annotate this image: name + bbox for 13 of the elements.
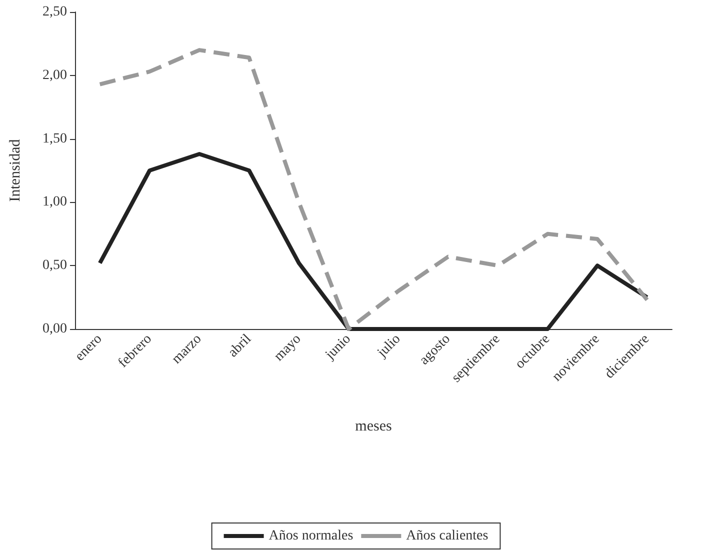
y-tick-label: 1,00	[42, 194, 67, 210]
x-axis-title: meses	[355, 418, 392, 434]
y-tick-label: 0,50	[42, 258, 67, 274]
line-series	[98, 48, 650, 331]
y-tick-label: 2,50	[42, 4, 67, 20]
y-tick-label: 0,00	[42, 322, 67, 336]
y-tick-label: 1,50	[42, 131, 67, 146]
y-tick-label: 2,00	[42, 68, 67, 83]
legend-label: Años normales	[268, 528, 354, 544]
line-series	[98, 152, 650, 331]
legend-label: Años calientes	[406, 528, 488, 544]
x-tick-label: abril	[226, 332, 254, 360]
y-axis-title: Intensidad	[8, 138, 24, 202]
